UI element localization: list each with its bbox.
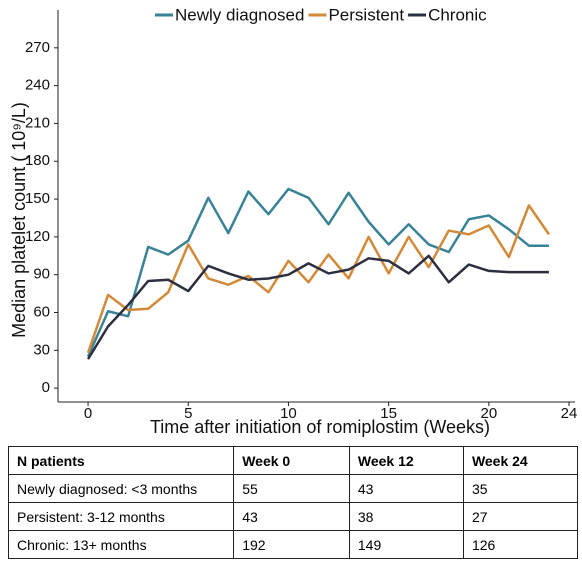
x-tick-label: 15 [380,405,397,422]
table-row: Chronic: 13+ months 192 149 126 [7,530,579,559]
legend-label: Persistent [328,5,404,24]
y-axis-label: Median platelet count ( 10⁹/L) [9,102,29,338]
y-tick-label: 210 [25,114,50,131]
table-cell: 149 [348,530,464,559]
x-tick-label: 10 [280,405,297,422]
x-tick-label: 24 [561,405,578,422]
table-cell: 35 [462,474,579,503]
table-cell: 126 [462,530,579,559]
patient-table: N patients Week 0 Week 12 Week 24 Newly diag… [7,446,579,559]
y-tick-label: 30 [33,341,50,358]
y-tick-label: 0 [42,379,50,396]
y-tick-label: 240 [25,77,50,94]
legend-label: Chronic [428,5,487,24]
header-cell: N patients [7,446,235,475]
y-tick-label: 180 [25,152,50,169]
chart: Median platelet count ( 10⁹/L) Time afte… [9,5,578,437]
table-cell: 27 [462,502,579,531]
table-cell: Chronic: 13+ months [7,530,235,559]
y-tick-label: 270 [25,39,50,56]
x-tick-label: 20 [480,405,497,422]
series-line [86,187,549,358]
y-tick-label: 150 [25,190,50,207]
table-row: Newly diagnosed: <3 months 55 43 35 [7,474,579,503]
x-axis-label: Time after initiation of romiplostim (We… [150,417,490,437]
x-tick-label: 0 [84,405,92,422]
table-cell: Newly diagnosed: <3 months [7,474,235,503]
series-line [86,204,550,354]
series-line [86,254,549,360]
table-row: Persistent: 3-12 months 43 38 27 [7,502,579,531]
table-cell: 43 [348,474,464,503]
header-cell: Week 24 [462,446,579,475]
header-row: N patients Week 0 Week 12 Week 24 [7,446,579,475]
table-cell: 55 [233,474,350,503]
x-tick-label: 5 [184,405,192,422]
header-cell: Week 0 [233,446,350,475]
header-cell: Week 12 [348,446,464,475]
table-cell: 43 [233,502,350,531]
table-cell: 192 [233,530,350,559]
y-tick-label: 120 [25,228,50,245]
table-cell: Persistent: 3-12 months [7,502,235,531]
legend-label: Newly diagnosed [175,5,304,24]
y-tick-label: 60 [33,303,50,320]
y-tick-label: 90 [33,266,50,283]
table-cell: 38 [348,502,464,531]
